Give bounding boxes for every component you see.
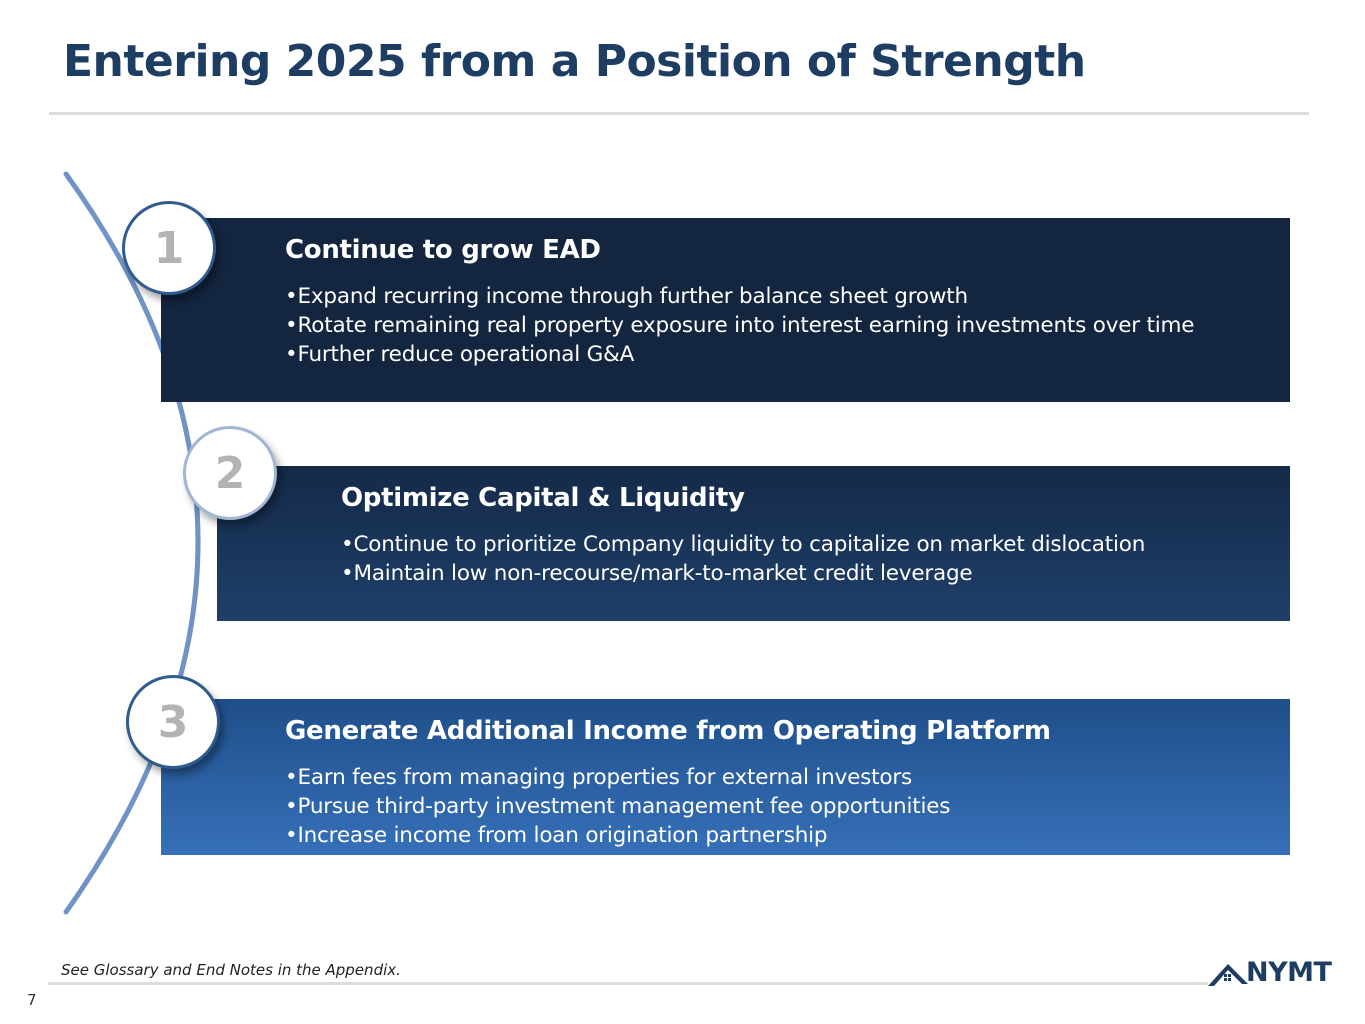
priority-card-2: Optimize Capital & Liquidity Continue to… <box>217 466 1290 621</box>
step-number-badge-2: 2 <box>183 426 277 520</box>
bullet-item: Maintain low non-recourse/mark-to-market… <box>341 559 1145 588</box>
step-number-badge-3: 3 <box>126 675 220 769</box>
priority-bullets: Continue to prioritize Company liquidity… <box>341 530 1145 588</box>
priority-bullets: Earn fees from managing properties for e… <box>285 763 950 850</box>
house-roof-logo-icon <box>1208 964 1248 986</box>
footnote: See Glossary and End Notes in the Append… <box>61 961 401 979</box>
priority-bullets: Expand recurring income through further … <box>285 282 1194 369</box>
priority-card-1: Continue to grow EAD Expand recurring in… <box>161 218 1290 402</box>
priority-heading: Continue to grow EAD <box>285 235 601 265</box>
page-number: 7 <box>27 991 37 1009</box>
bullet-item: Expand recurring income through further … <box>285 282 1194 311</box>
footer-divider <box>48 982 1208 985</box>
priority-heading: Generate Additional Income from Operatin… <box>285 716 1051 746</box>
company-logo-text: NYMT <box>1246 957 1332 988</box>
bullet-item: Increase income from loan origination pa… <box>285 821 950 850</box>
step-number-badge-1: 1 <box>122 201 216 295</box>
bullet-item: Earn fees from managing properties for e… <box>285 763 950 792</box>
bullet-item: Further reduce operational G&A <box>285 340 1194 369</box>
bullet-item: Pursue third-party investment management… <box>285 792 950 821</box>
priority-card-3: Generate Additional Income from Operatin… <box>161 699 1290 855</box>
bullet-item: Continue to prioritize Company liquidity… <box>341 530 1145 559</box>
bullet-item: Rotate remaining real property exposure … <box>285 311 1194 340</box>
priority-heading: Optimize Capital & Liquidity <box>341 483 745 513</box>
title-divider <box>49 112 1309 115</box>
slide-title: Entering 2025 from a Position of Strengt… <box>63 36 1086 87</box>
